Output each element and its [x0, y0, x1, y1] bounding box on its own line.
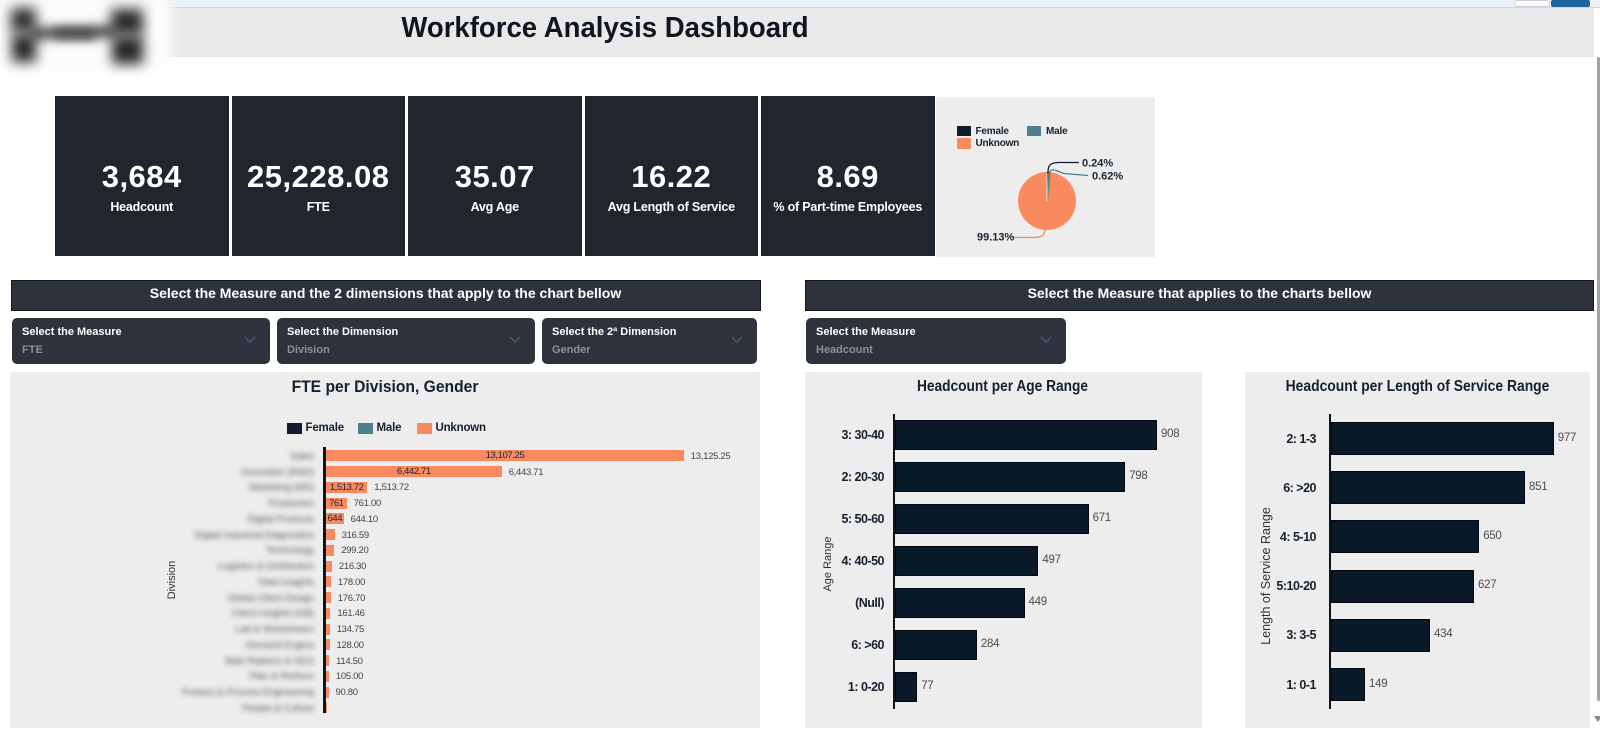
svg-text:0.62%: 0.62%	[1092, 171, 1123, 183]
svg-text:99.13%: 99.13%	[977, 232, 1015, 244]
svg-text:0.24%: 0.24%	[1082, 158, 1113, 170]
